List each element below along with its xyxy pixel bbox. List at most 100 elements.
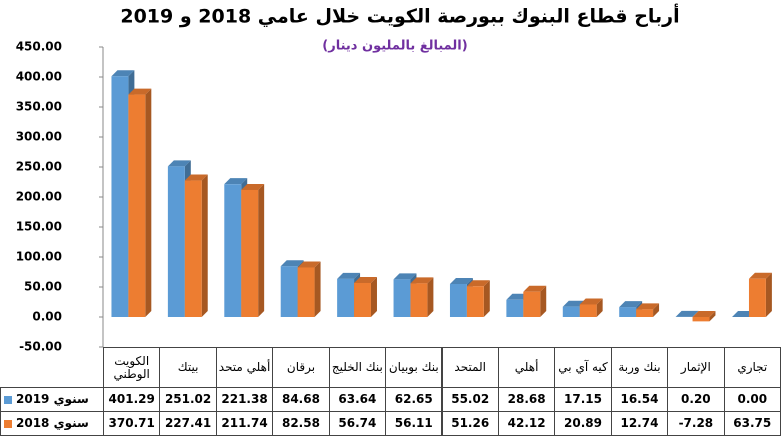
bar-top [337, 272, 361, 279]
bar-top [184, 174, 208, 181]
bar-top [523, 285, 547, 292]
table-value: 17.15 [554, 387, 612, 412]
bar-side [201, 174, 208, 317]
bar [111, 76, 129, 317]
bar-top [636, 303, 660, 310]
table-value: 401.29 [103, 387, 161, 412]
table-category: أهلي [497, 347, 556, 388]
chart-title: أرباح قطاع البنوك ببورصة الكويت خلال عام… [120, 4, 679, 28]
bar-top [111, 70, 135, 77]
table-category: كيه آي بي [554, 347, 612, 388]
y-tick-label: 300.00 [16, 130, 62, 144]
bar [224, 184, 242, 317]
bar [523, 291, 541, 317]
table-value: 63.75 [723, 411, 781, 436]
bar-side [540, 285, 547, 317]
table-value: 20.89 [554, 411, 612, 436]
bar [449, 283, 467, 317]
legend-swatch [4, 395, 12, 404]
bar [579, 304, 597, 317]
bar-top [619, 301, 643, 308]
table-value: 0.00 [723, 387, 781, 412]
legend-label: سنوي 2018 [16, 416, 89, 430]
table-value: 370.71 [103, 411, 161, 436]
bar-side [596, 298, 603, 317]
bar-side [709, 311, 716, 322]
table-value: 56.11 [385, 411, 443, 436]
table-value: 28.68 [497, 387, 556, 412]
bar-top [579, 298, 603, 305]
bar-side [370, 276, 377, 317]
bar [297, 267, 315, 317]
bar-top [748, 272, 772, 279]
bar-side [314, 261, 321, 317]
bar [184, 180, 202, 317]
legend-entry: سنوي 2019 [0, 387, 104, 412]
table-value: 0.20 [667, 387, 725, 412]
bar [619, 307, 637, 317]
bar [748, 278, 766, 317]
y-tick-label: 150.00 [16, 220, 62, 234]
table-value: 51.26 [441, 411, 499, 436]
table-value: 42.12 [497, 411, 556, 436]
table-category: المتحد [441, 347, 499, 388]
bar-top [280, 260, 304, 267]
table-value: 12.74 [610, 411, 669, 436]
bar [241, 189, 259, 317]
table-value: 84.68 [272, 387, 330, 412]
table-value: 82.58 [272, 411, 330, 436]
bar [337, 278, 355, 317]
bar [692, 317, 710, 322]
bar-side [483, 280, 490, 317]
bar [562, 306, 580, 317]
bar-top [297, 261, 321, 268]
bar [506, 299, 524, 317]
y-tick-label: 350.00 [16, 100, 62, 114]
bar-top [224, 178, 248, 185]
table-category: أهلي متحد [215, 347, 274, 388]
bar [280, 266, 298, 317]
bar [410, 283, 428, 317]
bar-top [449, 277, 473, 284]
bar-side [427, 277, 434, 317]
table-category: الكويت الوطني [103, 347, 161, 388]
table-value: 63.64 [328, 387, 387, 412]
legend-label: سنوي 2019 [16, 392, 89, 406]
bar [128, 94, 146, 317]
bar-side [653, 303, 660, 317]
table-value: 55.02 [441, 387, 499, 412]
bar-side [692, 310, 699, 317]
bar-top [692, 311, 716, 317]
table-category: برقان [272, 347, 330, 388]
bar-top [167, 160, 191, 167]
y-tick-label: 50.00 [24, 280, 62, 294]
bar-top [393, 273, 417, 280]
bar-side [145, 88, 152, 317]
table-category: بيتك [159, 347, 217, 388]
bar-side [765, 272, 772, 317]
bar-top [466, 280, 490, 287]
table-value: 227.41 [159, 411, 217, 436]
table-value: 221.38 [215, 387, 274, 412]
table-category: تجاري [723, 347, 781, 388]
bar-top [675, 310, 699, 317]
bar-top [241, 183, 265, 190]
y-tick-label: 250.00 [16, 160, 62, 174]
bar-top [354, 276, 377, 283]
table-category: بنك وربة [610, 347, 669, 388]
table-category: الإثمار [667, 347, 725, 388]
bar [167, 166, 185, 317]
legend-swatch [4, 419, 12, 428]
y-tick-label: -50.00 [19, 340, 62, 354]
y-tick-label: 200.00 [16, 190, 62, 204]
table-value: 16.54 [610, 387, 669, 412]
y-tick-label: 400.00 [16, 70, 62, 84]
bar [354, 282, 371, 317]
bar-top [128, 88, 152, 95]
table-category: بنك بوبيان [385, 347, 443, 388]
table-value: 251.02 [159, 387, 217, 412]
bar-side [258, 183, 265, 317]
bar [466, 286, 484, 317]
bar [636, 309, 654, 317]
